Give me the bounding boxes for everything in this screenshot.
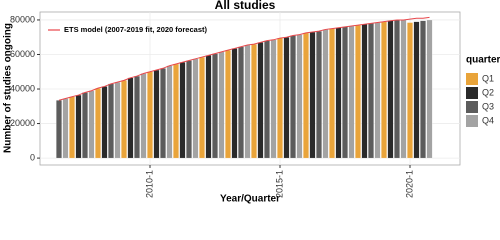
bar (75, 94, 82, 159)
bar (355, 24, 361, 159)
bar (329, 28, 335, 159)
legend-swatch (466, 115, 478, 127)
bar (283, 37, 290, 159)
bar (413, 21, 420, 159)
bar (335, 27, 342, 159)
bar (277, 37, 283, 159)
bar (88, 90, 95, 159)
bar (270, 39, 277, 159)
bar (361, 24, 368, 159)
x-tick-label: 2015-1 (274, 170, 284, 198)
bar (179, 62, 186, 159)
bar (82, 92, 88, 159)
bar (101, 86, 108, 159)
bar (381, 21, 387, 159)
bar (147, 71, 153, 159)
bar (394, 19, 400, 159)
x-tick-label: 2010-1 (144, 170, 154, 198)
bar (251, 43, 257, 159)
y-axis-title: Number of studies ongoing (3, 23, 14, 153)
bar (426, 19, 433, 159)
bar (173, 63, 179, 159)
y-tick-label: 40000 (10, 83, 35, 93)
bar (387, 20, 394, 159)
bar (127, 77, 134, 159)
bar (368, 23, 374, 159)
x-axis-title: Year/Quarter (220, 194, 280, 205)
bar (257, 42, 264, 159)
bar (69, 96, 75, 159)
bar (342, 26, 348, 159)
bar (166, 65, 173, 159)
bar (316, 31, 322, 159)
bar (231, 48, 238, 159)
bar (114, 81, 121, 159)
legend-swatch (466, 101, 478, 113)
legend-label: ETS model (2007-2019 fit, 2020 forecast) (64, 25, 207, 34)
bar (400, 19, 407, 159)
y-tick-label: 60000 (10, 49, 35, 59)
bar (134, 75, 140, 159)
legend-label: Q2 (482, 87, 494, 97)
legend-label: Q4 (482, 115, 494, 125)
y-tick-label: 80000 (10, 14, 35, 24)
legend-label: Q1 (482, 73, 494, 83)
bar (62, 98, 69, 159)
chart: All studies Year/Quarter Number of studi… (3, 0, 500, 205)
bar (140, 73, 147, 159)
bar (108, 83, 114, 159)
bar (192, 58, 199, 159)
bar (374, 22, 381, 159)
bar (153, 69, 160, 159)
y-tick-label: 0 (30, 152, 35, 162)
bar (309, 31, 316, 159)
y-tick-label: 20000 (10, 118, 35, 128)
bar (212, 53, 218, 159)
bar (303, 32, 309, 159)
bar (238, 46, 244, 159)
bar (199, 56, 205, 159)
bar (225, 50, 231, 159)
bar (420, 20, 426, 159)
bar (264, 40, 270, 159)
model-line (58, 16, 430, 101)
x-tick-label: 2020-1 (404, 170, 414, 198)
legend-swatch (466, 87, 478, 99)
bar (407, 22, 413, 159)
bar (218, 51, 225, 159)
bar (160, 68, 166, 159)
bar (205, 55, 212, 159)
bar (296, 34, 303, 159)
bar (56, 100, 62, 159)
page: All studies Year/Quarter Number of studi… (2, 0, 500, 205)
bar (121, 80, 127, 159)
bar (348, 25, 355, 159)
bar (290, 35, 296, 159)
chart-title: All studies (215, 0, 276, 12)
legend-swatch (466, 73, 478, 85)
bar (244, 44, 251, 159)
bar (186, 60, 192, 159)
bar (95, 88, 101, 159)
bar (322, 29, 329, 159)
legend-label: Q3 (482, 101, 494, 111)
legend-title: quarter (466, 55, 500, 66)
